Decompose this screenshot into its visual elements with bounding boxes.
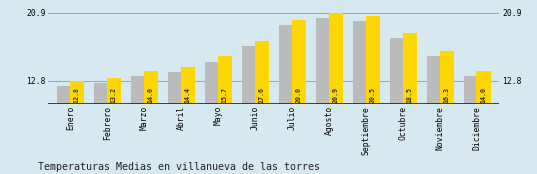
Text: 17.6: 17.6 — [259, 87, 265, 103]
Bar — [292, 20, 306, 104]
Bar — [329, 13, 343, 104]
Bar — [427, 57, 441, 104]
Text: 18.5: 18.5 — [407, 87, 412, 103]
Bar — [316, 18, 330, 104]
Bar — [255, 41, 268, 104]
Bar — [107, 77, 121, 104]
Bar — [353, 21, 367, 104]
Text: 12.8: 12.8 — [74, 87, 80, 103]
Text: 13.2: 13.2 — [111, 87, 117, 103]
Bar — [57, 86, 71, 104]
Text: 20.9: 20.9 — [332, 87, 339, 103]
Bar — [366, 16, 380, 104]
Text: 14.4: 14.4 — [185, 87, 191, 103]
Bar — [403, 33, 417, 104]
Bar — [279, 25, 293, 104]
Text: 15.7: 15.7 — [222, 87, 228, 103]
Text: 20.0: 20.0 — [296, 87, 302, 103]
Bar — [180, 67, 195, 104]
Bar — [205, 62, 219, 104]
Bar — [242, 46, 256, 104]
Text: 14.0: 14.0 — [148, 87, 154, 103]
Bar — [464, 76, 478, 104]
Bar — [168, 72, 182, 104]
Bar — [217, 57, 232, 104]
Bar — [70, 81, 84, 104]
Bar — [144, 71, 158, 104]
Bar — [476, 71, 490, 104]
Text: 16.3: 16.3 — [444, 87, 449, 103]
Bar — [131, 76, 145, 104]
Bar — [439, 52, 454, 104]
Bar — [390, 38, 404, 104]
Text: 14.0: 14.0 — [481, 87, 487, 103]
Text: 20.5: 20.5 — [369, 87, 375, 103]
Bar — [94, 82, 108, 104]
Text: Temperaturas Medias en villanueva de las torres: Temperaturas Medias en villanueva de las… — [38, 162, 320, 172]
